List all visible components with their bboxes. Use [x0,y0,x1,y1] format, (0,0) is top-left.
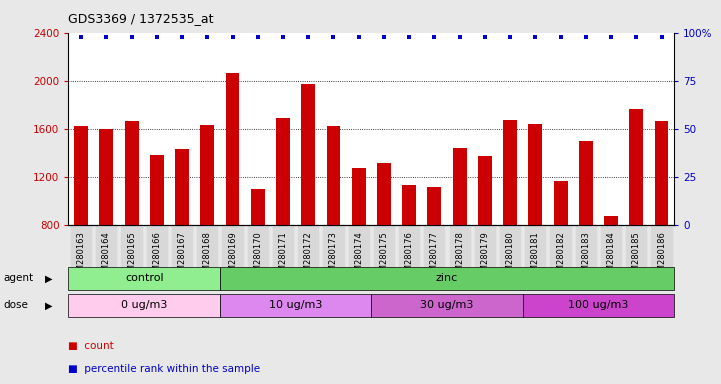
Text: ▶: ▶ [45,273,52,283]
Text: zinc: zinc [436,273,458,283]
Bar [523,294,674,317]
Bar [150,155,164,225]
Bar [478,156,492,225]
Text: GDS3369 / 1372535_at: GDS3369 / 1372535_at [68,12,214,25]
Text: 10 ug/m3: 10 ug/m3 [269,300,322,310]
Bar [655,121,668,225]
Bar [200,125,214,225]
Bar [428,187,441,225]
Text: ■  count: ■ count [68,341,114,351]
Text: dose: dose [3,300,28,310]
Bar [276,118,290,225]
Bar [629,109,643,225]
Bar [554,182,567,225]
Text: 0 ug/m3: 0 ug/m3 [121,300,167,310]
Bar [453,148,466,225]
Bar [220,267,674,290]
Bar [226,73,239,225]
Bar [371,294,523,317]
Bar [68,294,220,317]
Bar [74,126,88,225]
Bar [604,216,618,225]
Text: control: control [125,273,164,283]
Bar [125,121,138,225]
Bar [528,124,542,225]
Text: 100 ug/m3: 100 ug/m3 [568,300,629,310]
Bar [402,185,416,225]
Bar [251,189,265,225]
Bar [68,267,220,290]
Text: ■  percentile rank within the sample: ■ percentile rank within the sample [68,364,260,374]
Text: ▶: ▶ [45,300,52,310]
Bar [503,120,517,225]
Bar [220,294,371,317]
Text: 30 ug/m3: 30 ug/m3 [420,300,474,310]
Bar [301,84,315,225]
Bar [377,164,391,225]
Bar [175,149,189,225]
Bar [579,141,593,225]
Bar [327,126,340,225]
Text: agent: agent [3,273,33,283]
Bar [352,168,366,225]
Bar [99,129,113,225]
